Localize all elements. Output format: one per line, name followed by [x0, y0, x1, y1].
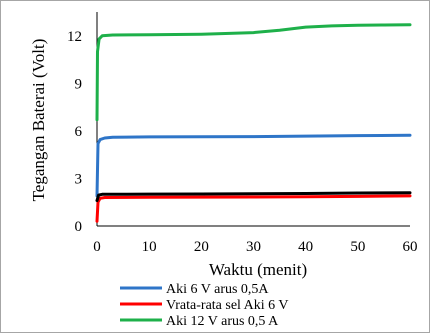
x-tick-label: 50	[350, 239, 365, 255]
x-tick-label: 40	[298, 239, 313, 255]
x-tick-label: 60	[403, 239, 418, 255]
series-line-3	[95, 23, 412, 122]
y-tick-label: 9	[75, 76, 83, 92]
series-lines	[95, 23, 412, 223]
series-line-0	[95, 133, 412, 198]
y-tick-label: 6	[75, 124, 83, 140]
x-tick-label: 30	[246, 239, 261, 255]
series-line-1	[95, 194, 412, 223]
legend-label: Aki 6 V arus 0,5A	[166, 282, 269, 297]
x-tick-label: 20	[194, 239, 209, 255]
legend-label: Aki 12 V arus 0,5 A	[166, 314, 279, 329]
y-tick-label: 3	[75, 171, 83, 187]
y-tick-label: 12	[67, 29, 82, 45]
y-tick-labels: 0 3 6 9 12	[67, 29, 83, 235]
x-axis-title: Waktu (menit)	[209, 260, 307, 279]
y-axis-title: Tegangan Baterai (Volt)	[29, 39, 48, 202]
x-tick-labels: 0 10 20 30 40 50 60	[93, 239, 417, 255]
series-line-2	[95, 191, 412, 203]
legend-label: Vrata-rata sel Aki 6 V	[166, 298, 289, 313]
x-tick-label: 10	[142, 239, 157, 255]
x-tick-label: 0	[93, 239, 101, 255]
y-tick-label: 0	[75, 219, 83, 235]
